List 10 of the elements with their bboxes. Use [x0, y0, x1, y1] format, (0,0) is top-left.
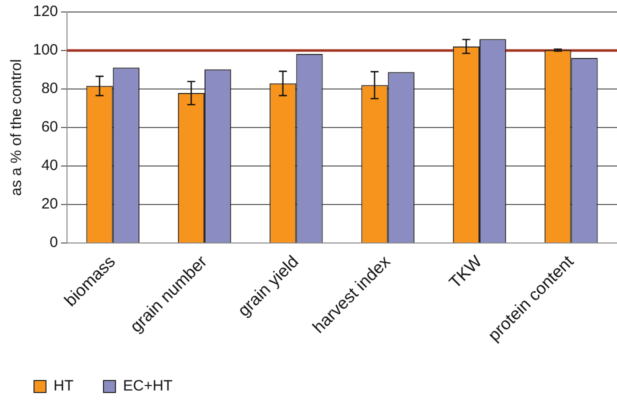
y-tick-label: 120 — [32, 3, 58, 20]
y-axis-title: as a % of the control — [8, 59, 26, 196]
y-tick-label: 0 — [50, 234, 58, 252]
legend-label: EC+HT — [122, 378, 173, 395]
legend-label: HT — [54, 378, 74, 395]
y-tick-label: 100 — [32, 42, 58, 59]
y-tick-label: 60 — [41, 118, 58, 136]
y-tick-label: 80 — [41, 80, 58, 98]
y-tick-label: 40 — [41, 157, 58, 174]
y-tick-label: 20 — [41, 196, 58, 213]
